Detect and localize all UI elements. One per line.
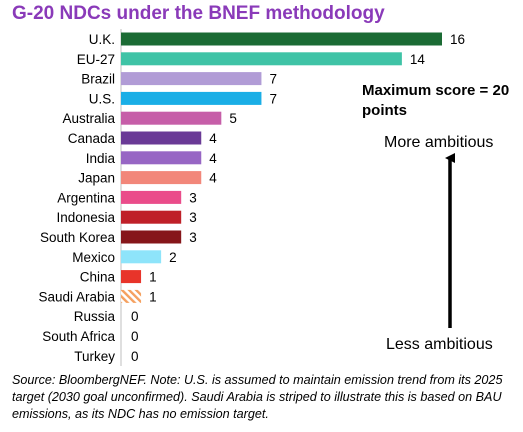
value-label-brazil: 7 bbox=[269, 72, 277, 87]
category-label-south-korea: South Korea bbox=[40, 230, 116, 245]
bar-canada bbox=[121, 131, 202, 145]
value-label-japan: 4 bbox=[209, 171, 217, 186]
value-label-u-k: 16 bbox=[450, 32, 465, 47]
category-label-japan: Japan bbox=[78, 171, 115, 186]
bar-mexico bbox=[121, 250, 162, 264]
bar-brazil bbox=[121, 72, 262, 86]
bar-u-k bbox=[121, 32, 442, 46]
category-label-turkey: Turkey bbox=[74, 349, 115, 364]
value-label-mexico: 2 bbox=[169, 250, 177, 265]
category-label-china: China bbox=[80, 270, 116, 285]
value-label-india: 4 bbox=[209, 151, 217, 166]
value-label-eu-27: 14 bbox=[410, 52, 426, 67]
value-label-canada: 4 bbox=[209, 131, 217, 146]
bar-saudi-arabia bbox=[121, 289, 142, 303]
more-ambitious-label: More ambitious bbox=[384, 134, 494, 151]
value-label-south-korea: 3 bbox=[189, 230, 197, 245]
bar-india bbox=[121, 151, 202, 165]
category-label-india: India bbox=[86, 151, 116, 166]
value-label-south-africa: 0 bbox=[131, 329, 139, 344]
category-label-indonesia: Indonesia bbox=[56, 210, 115, 225]
value-label-argentina: 3 bbox=[189, 190, 197, 205]
category-label-russia: Russia bbox=[74, 309, 116, 324]
chart-title: G-20 NDCs under the BNEF methodology bbox=[12, 3, 385, 24]
value-label-australia: 5 bbox=[229, 111, 237, 126]
category-label-canada: Canada bbox=[68, 131, 116, 146]
category-label-eu-27: EU-27 bbox=[77, 52, 115, 67]
value-label-turkey: 0 bbox=[131, 349, 139, 364]
category-label-saudi-arabia: Saudi Arabia bbox=[38, 289, 115, 304]
category-label-australia: Australia bbox=[62, 111, 115, 126]
value-label-saudi-arabia: 1 bbox=[149, 289, 157, 304]
value-label-indonesia: 3 bbox=[189, 210, 197, 225]
bar-eu-27 bbox=[121, 52, 402, 66]
value-label-u-s: 7 bbox=[269, 91, 277, 106]
bar-japan bbox=[121, 171, 202, 185]
category-label-argentina: Argentina bbox=[57, 190, 115, 205]
max-score-annotation: Maximum score = 20 points bbox=[362, 82, 510, 119]
category-label-u-s: U.S. bbox=[89, 91, 115, 106]
value-label-russia: 0 bbox=[131, 309, 139, 324]
category-label-south-africa: South Africa bbox=[42, 329, 115, 344]
less-ambitious-label: Less ambitious bbox=[386, 336, 493, 353]
category-label-mexico: Mexico bbox=[72, 250, 115, 265]
bar-australia bbox=[121, 111, 222, 125]
value-label-china: 1 bbox=[149, 270, 157, 285]
category-label-brazil: Brazil bbox=[81, 72, 115, 87]
bar-argentina bbox=[121, 190, 182, 204]
bar-china bbox=[121, 270, 142, 284]
bar-indonesia bbox=[121, 210, 182, 224]
bar-u-s bbox=[121, 91, 262, 105]
category-label-u-k: U.K. bbox=[89, 32, 115, 47]
bar-south-korea bbox=[121, 230, 182, 244]
source-footnote: Source: BloombergNEF. Note: U.S. is assu… bbox=[12, 373, 503, 421]
